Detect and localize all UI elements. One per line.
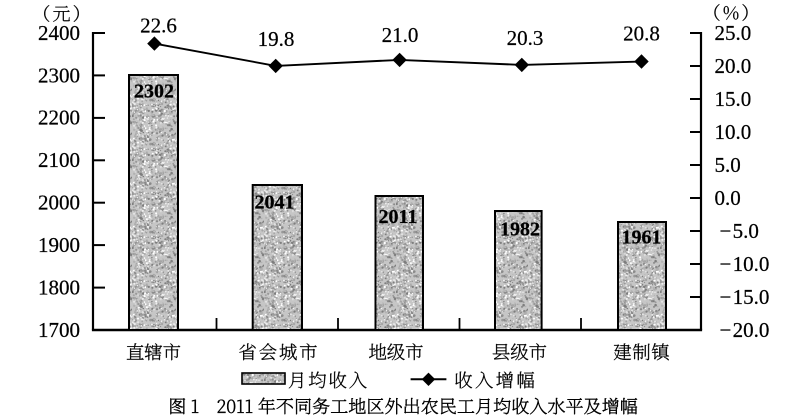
- svg-text:10.0: 10.0: [715, 120, 752, 144]
- svg-text:21.0: 21.0: [382, 23, 419, 47]
- svg-text:22.6: 22.6: [140, 13, 177, 37]
- svg-text:25.0: 25.0: [715, 21, 752, 45]
- svg-text:2041: 2041: [255, 192, 295, 214]
- svg-text:0.0: 0.0: [715, 186, 741, 210]
- svg-text:2000: 2000: [38, 191, 80, 215]
- svg-text:1900: 1900: [38, 233, 80, 257]
- svg-text:2300: 2300: [38, 63, 80, 87]
- svg-text:2302: 2302: [134, 81, 174, 103]
- svg-text:1982: 1982: [500, 219, 540, 241]
- svg-text:20.0: 20.0: [715, 54, 752, 78]
- svg-text:20.8: 20.8: [623, 21, 660, 45]
- svg-text:5.0: 5.0: [715, 153, 741, 177]
- svg-text:1700: 1700: [38, 318, 80, 342]
- svg-text:1800: 1800: [38, 275, 80, 299]
- svg-text:2200: 2200: [38, 106, 80, 130]
- svg-text:19.8: 19.8: [258, 27, 295, 51]
- svg-text:20.3: 20.3: [507, 26, 544, 50]
- svg-text:−15.0: −15.0: [720, 285, 770, 309]
- svg-text:2400: 2400: [38, 21, 80, 45]
- svg-text:−5.0: −5.0: [720, 219, 759, 243]
- svg-text:15.0: 15.0: [715, 87, 752, 111]
- svg-text:−20.0: −20.0: [720, 318, 770, 342]
- svg-text:2011: 2011: [379, 206, 418, 228]
- svg-text:2100: 2100: [38, 148, 80, 172]
- svg-text:1961: 1961: [622, 227, 662, 249]
- svg-text:−10.0: −10.0: [720, 252, 770, 276]
